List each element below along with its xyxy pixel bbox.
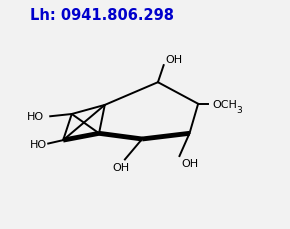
Text: OH: OH bbox=[181, 159, 198, 169]
Text: 3: 3 bbox=[236, 106, 242, 114]
Text: OCH: OCH bbox=[213, 99, 238, 109]
Text: Lh: 0941.806.298: Lh: 0941.806.298 bbox=[30, 8, 174, 23]
Text: HO: HO bbox=[27, 112, 44, 122]
Text: OH: OH bbox=[165, 55, 182, 65]
Text: OH: OH bbox=[112, 162, 129, 172]
Text: HO: HO bbox=[30, 139, 47, 149]
